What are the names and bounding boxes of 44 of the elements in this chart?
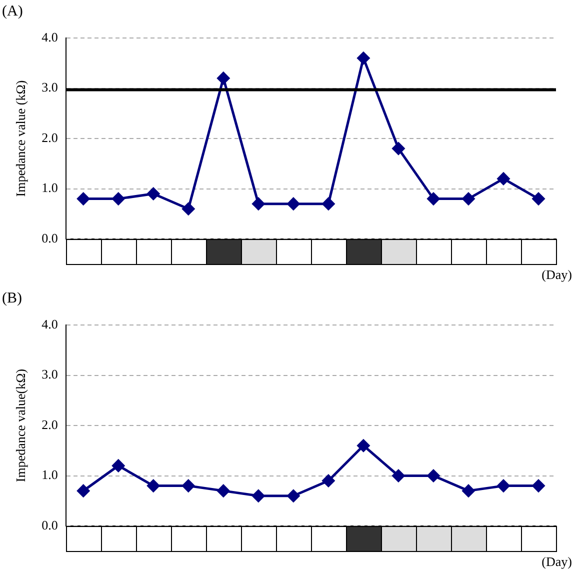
point [287, 490, 300, 502]
point [147, 188, 160, 200]
point [147, 480, 160, 492]
point [532, 480, 545, 492]
y-tick-label: 0.0 [42, 517, 58, 532]
point [427, 192, 440, 206]
y-axis-title: Impedance value(kΩ) [13, 368, 28, 482]
y-tick-label: 3.0 [42, 80, 58, 95]
y-tick-label: 2.0 [42, 416, 58, 432]
point [497, 480, 510, 492]
point [357, 439, 370, 452]
x-axis-title: (Day) [542, 266, 572, 282]
y-tick-label: 1.0 [42, 180, 58, 196]
y-tick-label: 2.0 [42, 130, 58, 145]
point [322, 474, 335, 488]
point [497, 172, 510, 185]
point [427, 470, 440, 482]
point [217, 484, 230, 498]
point [392, 470, 405, 482]
y-tick-label: 0.0 [42, 230, 58, 246]
point [532, 192, 545, 206]
point [182, 202, 195, 216]
point [462, 192, 475, 206]
point [77, 192, 90, 206]
x-axis-title: (Day) [542, 554, 572, 569]
y-tick-label: 4.0 [42, 29, 58, 44]
chart-title: (B) [2, 290, 22, 306]
point [77, 484, 90, 498]
point [252, 490, 265, 502]
point [112, 192, 125, 206]
point [392, 142, 405, 155]
point [112, 459, 125, 472]
point [252, 198, 265, 210]
y-axis-title: Impedance value (kΩ) [13, 80, 28, 197]
point [182, 480, 195, 492]
point [287, 198, 300, 210]
y-tick-label: 4.0 [42, 316, 58, 332]
point [217, 72, 230, 84]
point [462, 484, 475, 498]
chart-title: (A) [2, 3, 23, 20]
y-tick-label: 1.0 [42, 467, 58, 482]
y-tick-label: 3.0 [42, 366, 58, 382]
point [357, 52, 370, 64]
point [322, 198, 335, 210]
